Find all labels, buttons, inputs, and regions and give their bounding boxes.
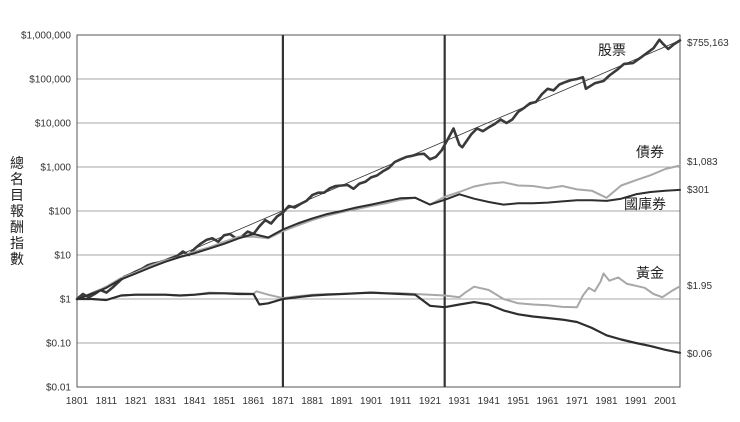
series-name-label: 黃金 <box>636 266 664 282</box>
x-tick-label: 1801 <box>66 396 89 407</box>
series-line-1 <box>75 38 682 301</box>
x-axis-tick-labels: 1801 1811 1821 1831 1841 1851 1861 1871 1881 1891… <box>66 396 677 407</box>
series-line-3 <box>76 188 681 300</box>
x-tick-label: 1861 <box>242 396 265 407</box>
x-tick-label: 2001 <box>654 396 677 407</box>
x-tick-label: 1871 <box>272 396 295 407</box>
y-axis-label-char: 指 <box>10 236 24 252</box>
x-tick-label: 1881 <box>301 396 324 407</box>
y-axis-tick-labels: $1,000,000 $100,000 $10,000 $1,000 $100 $10 $1… <box>21 31 71 394</box>
x-tick-label: 1891 <box>331 396 354 407</box>
series-line-5 <box>75 291 682 354</box>
y-tick-label: $10 <box>54 251 71 262</box>
series-lines <box>75 38 682 354</box>
series-name-label: 債券 <box>636 145 664 161</box>
end-value-label: $755,163 <box>687 38 729 49</box>
end-value-label: $1.95 <box>687 281 712 292</box>
y-tick-label: $0.01 <box>46 383 71 394</box>
series-name-label: 國庫券 <box>624 196 666 213</box>
x-tick-label: 1941 <box>478 396 501 407</box>
y-axis-label-char: 數 <box>10 252 24 268</box>
end-value-label: $0.06 <box>687 349 712 360</box>
y-axis-label-char: 目 <box>10 188 24 204</box>
y-tick-label: $1,000 <box>40 163 71 174</box>
x-tick-label: 1811 <box>96 396 118 407</box>
y-tick-label: $0.10 <box>46 339 71 350</box>
y-tick-label: $10,000 <box>35 119 72 130</box>
end-value-label: $301 <box>687 185 710 196</box>
series-line-2 <box>76 164 681 300</box>
end-value-label: $1,083 <box>687 157 718 168</box>
y-tick-label: $100,000 <box>29 75 71 86</box>
series-line-4 <box>76 272 681 309</box>
x-tick-label: 1951 <box>507 396 530 407</box>
end-value-labels: $755,163 $1,083 $301 $1.95 $0.06 <box>687 38 729 360</box>
x-tick-label: 1971 <box>566 396 589 407</box>
y-axis-label-char: 酬 <box>10 220 24 236</box>
y-axis-label-char: 總 <box>10 155 24 172</box>
y-tick-label: $1,000,000 <box>21 31 71 42</box>
series-name-label: 股票 <box>598 43 626 59</box>
x-tick-label: 1931 <box>448 396 471 407</box>
x-tick-label: 1831 <box>154 396 177 407</box>
x-tick-label: 1921 <box>419 396 442 407</box>
x-tick-label: 1981 <box>595 396 618 407</box>
y-tick-label: $1 <box>60 295 72 306</box>
x-tick-label: 1901 <box>360 396 383 407</box>
x-tick-label: 1851 <box>213 396 236 407</box>
x-tick-label: 1911 <box>390 396 412 407</box>
x-tick-label: 1821 <box>125 396 148 407</box>
y-axis-label-char: 報 <box>10 204 24 220</box>
x-tick-label: 1991 <box>625 396 648 407</box>
x-tick-label: 1841 <box>184 396 207 407</box>
plot-frame <box>76 34 681 388</box>
y-tick-label: $100 <box>49 207 72 218</box>
y-axis-label-char: 名 <box>10 172 24 188</box>
x-tick-label: 1961 <box>537 396 560 407</box>
